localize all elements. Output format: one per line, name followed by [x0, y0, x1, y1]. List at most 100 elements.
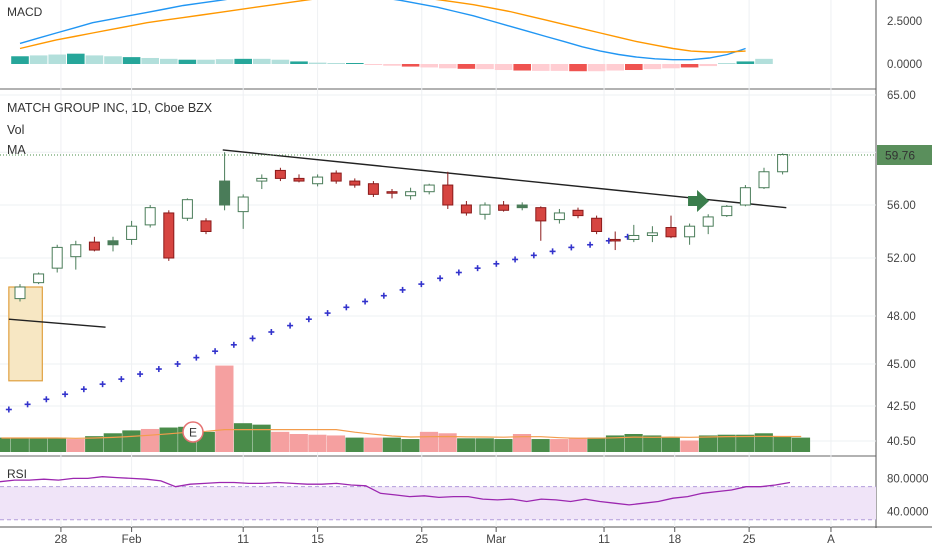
volume-bar-22 [401, 439, 420, 452]
volume-bar-40 [736, 434, 755, 452]
candle-3 [70, 240, 82, 270]
candle-24 [460, 201, 472, 216]
price-y-tick-7: 40.50 [887, 436, 916, 448]
volume-bar-6 [103, 433, 122, 452]
macd-histogram-bar-18 [346, 63, 364, 64]
ma-dot-7 [137, 371, 144, 378]
macd-y-tick-1: 0.0000 [887, 59, 922, 71]
volume-bar-30 [550, 439, 569, 452]
macd-histogram-bar-7 [141, 57, 159, 64]
candle-27 [516, 202, 528, 211]
volume-bar-24 [438, 433, 457, 452]
volume-bar-2 [29, 437, 48, 452]
x-tick-label-8: 25 [743, 534, 756, 546]
volume-bar-9 [159, 427, 178, 452]
macd-histogram-bar-32 [606, 64, 624, 71]
macd-histogram-bar-40 [755, 58, 773, 64]
ma-dot-1 [24, 401, 31, 408]
last-price-label: 59.76 [885, 149, 915, 163]
macd-histogram-bar-2 [48, 54, 66, 64]
macd-histogram-bar-30 [569, 64, 587, 72]
ma-dot-15 [287, 322, 294, 329]
macd-histogram-bar-31 [587, 64, 606, 72]
macd-histogram-bar-24 [457, 64, 476, 69]
candle-10 [200, 218, 212, 235]
last-price-badge [877, 145, 932, 165]
macd-title: MACD [7, 5, 43, 19]
x-tick-label-5: Mar [486, 534, 506, 546]
candle-33 [628, 224, 640, 243]
ma-dot-4 [80, 386, 87, 393]
macd-histogram-bar-28 [532, 64, 550, 71]
breakout-arrow-icon [688, 190, 710, 213]
macd-histogram-bar-6 [122, 57, 141, 64]
candle-34 [646, 226, 658, 243]
x-tick-label-3: 15 [311, 534, 324, 546]
macd-histogram-bar-12 [234, 58, 252, 64]
macd-histogram-bar-0 [11, 56, 29, 64]
x-tick-label-4: 25 [415, 534, 428, 546]
candle-31 [591, 215, 603, 235]
candle-5 [107, 236, 119, 252]
candle-17 [330, 170, 342, 184]
ma-dot-26 [493, 260, 500, 267]
candle-29 [553, 208, 565, 224]
ma-dot-11 [212, 348, 219, 355]
ma-dot-28 [530, 252, 537, 259]
volume-bar-16 [289, 434, 308, 452]
candle-9 [181, 198, 193, 221]
ma-dot-12 [230, 341, 237, 348]
volume-bar-36 [661, 437, 680, 452]
candle-22 [423, 183, 435, 195]
rsi-band-fill [0, 486, 876, 520]
candle-30 [572, 207, 584, 219]
price-y-tick-4: 48.00 [887, 311, 916, 323]
volume-bar-39 [717, 434, 736, 452]
macd-histogram-bar-29 [550, 64, 569, 71]
volume-bar-42 [773, 436, 792, 452]
candle-6 [126, 220, 138, 245]
macd-histogram-bar-9 [178, 59, 197, 64]
ma-dot-6 [118, 376, 125, 383]
price-y-tick-3: 52.00 [887, 253, 916, 265]
candle-36 [684, 223, 696, 245]
ma-dot-30 [568, 244, 575, 251]
x-tick-label-1: Feb [122, 534, 142, 546]
volume-ma-line [1, 429, 802, 439]
price-y-tick-5: 45.00 [887, 359, 916, 371]
macd-histogram-bar-5 [104, 56, 122, 64]
candle-2 [51, 244, 63, 273]
candle-35 [665, 215, 677, 239]
volume-bar-23 [419, 431, 439, 452]
candle-25 [479, 202, 491, 220]
earnings-marker-label: E [189, 426, 197, 440]
ma-dot-29 [549, 248, 556, 255]
macd-histogram-bar-33 [625, 64, 643, 71]
volume-bar-4 [66, 439, 85, 452]
candle-40 [758, 167, 770, 190]
candle-23 [442, 171, 454, 209]
macd-histogram-bar-25 [476, 64, 494, 70]
macd-histogram-bar-4 [85, 55, 104, 64]
ma-dot-21 [399, 286, 406, 293]
candle-15 [293, 174, 305, 183]
macd-y-tick-0: 2.5000 [887, 16, 922, 28]
ma-dot-9 [174, 361, 181, 367]
macd-histogram-bar-26 [494, 64, 513, 71]
ma-dot-22 [418, 281, 425, 288]
macd-histogram-bar-36 [680, 64, 699, 68]
candle-16 [312, 174, 324, 187]
volume-bar-35 [643, 435, 662, 452]
macd-series-line-1 [19, 0, 746, 53]
candle-11 [219, 152, 231, 211]
volume-bar-8 [140, 428, 160, 452]
volume-bar-3 [47, 437, 67, 452]
candle-32 [609, 231, 621, 251]
volume-bar-33 [605, 435, 625, 452]
macd-histogram-bar-15 [290, 61, 308, 64]
rsi-y-tick-0: 80.0000 [887, 473, 929, 485]
volume-bar-31 [568, 437, 587, 452]
volume-bar-15 [271, 431, 290, 452]
